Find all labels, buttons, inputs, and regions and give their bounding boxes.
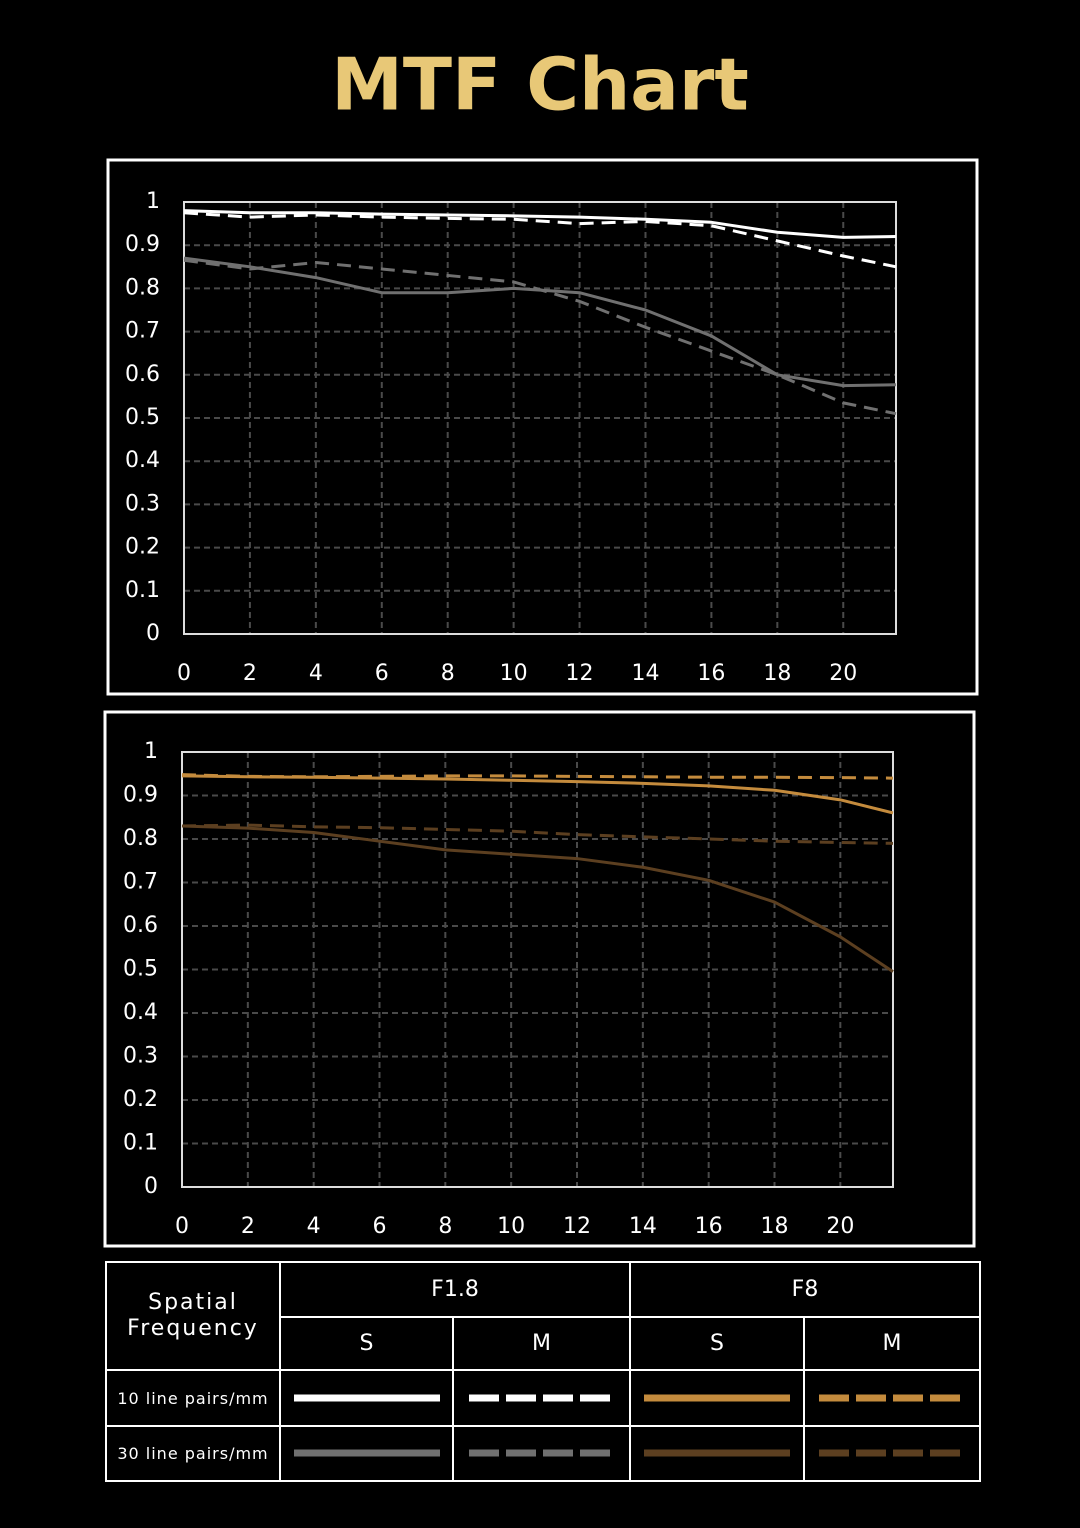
- x-tick-label: 8: [438, 1214, 452, 1239]
- plane-label: S: [279, 1316, 454, 1371]
- legend-cell: [803, 1425, 981, 1482]
- y-tick-label: 0.2: [125, 535, 160, 560]
- legend-swatch: [819, 1449, 965, 1457]
- legend: Spatial Frequency F1.8 F8 S M S M 10 lin…: [105, 1261, 981, 1482]
- legend-swatch: [644, 1449, 790, 1457]
- aperture-label: F1.8: [279, 1261, 631, 1318]
- y-tick-label: 0.7: [123, 870, 158, 895]
- series-line: [183, 256, 897, 388]
- x-tick-label: 8: [441, 661, 455, 686]
- x-tick-label: 18: [761, 1214, 789, 1239]
- y-tick-label: 0.6: [125, 362, 160, 387]
- chart: MTF Chart 00.10.20.30.40.50.60.70.80.910…: [103, 43, 979, 1248]
- legend-cell: [629, 1425, 805, 1482]
- plane-label: S: [629, 1316, 805, 1371]
- x-tick-label: 12: [566, 661, 594, 686]
- legend-cell: [279, 1369, 454, 1427]
- y-tick-label: 0: [144, 1174, 158, 1199]
- legend-row: 30 line pairs/mm: [105, 1425, 981, 1482]
- x-tick-label: 0: [177, 661, 191, 686]
- chart-frame: [106, 158, 979, 696]
- legend-header: Spatial Frequency: [105, 1261, 281, 1371]
- x-tick-label: 18: [763, 661, 791, 686]
- y-tick-label: 0.5: [123, 957, 158, 982]
- y-tick-label: 0.3: [125, 491, 160, 516]
- legend-swatch: [819, 1394, 965, 1401]
- plot-frame: [183, 201, 897, 635]
- legend-swatch: [293, 1394, 440, 1401]
- series-line: [183, 258, 897, 416]
- row-label: 30 line pairs/mm: [105, 1425, 281, 1482]
- legend-cell: [279, 1425, 454, 1482]
- y-tick-label: 1: [146, 189, 160, 214]
- x-tick-label: 4: [309, 661, 323, 686]
- x-tick-label: 16: [697, 661, 725, 686]
- chart-title: MTF Chart: [331, 43, 749, 127]
- series-line: [183, 211, 897, 269]
- y-tick-label: 0.9: [123, 783, 158, 808]
- y-tick-label: 0.4: [125, 448, 160, 473]
- y-tick-label: 0.4: [123, 1000, 158, 1025]
- legend-row: 10 line pairs/mm: [105, 1369, 981, 1427]
- y-tick-label: 0.9: [125, 232, 160, 257]
- x-tick-label: 4: [307, 1214, 321, 1239]
- plane-label: M: [803, 1316, 981, 1371]
- y-tick-label: 0.2: [123, 1087, 158, 1112]
- y-tick-label: 0.5: [125, 405, 160, 430]
- series-line: [181, 773, 894, 780]
- plane-label: M: [452, 1316, 631, 1371]
- y-tick-label: 0.3: [123, 1044, 158, 1069]
- x-tick-label: 12: [563, 1214, 591, 1239]
- legend-cell: [452, 1369, 631, 1427]
- legend-cell: [629, 1369, 805, 1427]
- y-tick-label: 0.8: [123, 826, 158, 851]
- series-line: [181, 774, 894, 815]
- legend-cell: [452, 1425, 631, 1482]
- series-line: [181, 824, 894, 973]
- y-tick-label: 0.7: [125, 319, 160, 344]
- x-tick-label: 10: [500, 661, 528, 686]
- y-tick-label: 0.8: [125, 275, 160, 300]
- legend-swatch: [644, 1394, 790, 1401]
- chart-frame: [103, 710, 976, 1248]
- x-tick-label: 2: [243, 661, 257, 686]
- x-tick-label: 6: [373, 1214, 387, 1239]
- legend-swatch: [468, 1394, 615, 1401]
- y-tick-label: 0.1: [123, 1131, 158, 1156]
- x-tick-label: 14: [629, 1214, 657, 1239]
- y-tick-label: 0: [146, 621, 160, 646]
- x-tick-label: 10: [497, 1214, 525, 1239]
- x-tick-label: 16: [695, 1214, 723, 1239]
- legend-cell: [803, 1369, 981, 1427]
- x-tick-label: 20: [829, 661, 857, 686]
- row-label: 10 line pairs/mm: [105, 1369, 281, 1427]
- x-tick-label: 14: [631, 661, 659, 686]
- y-tick-label: 1: [144, 739, 158, 764]
- series-line: [181, 823, 894, 845]
- plot-frame: [181, 751, 894, 1188]
- legend-swatch: [293, 1449, 440, 1457]
- aperture-label: F8: [629, 1261, 981, 1318]
- x-tick-label: 20: [826, 1214, 854, 1239]
- x-tick-label: 0: [175, 1214, 189, 1239]
- y-tick-label: 0.1: [125, 578, 160, 603]
- x-tick-label: 2: [241, 1214, 255, 1239]
- x-tick-label: 6: [375, 661, 389, 686]
- series-line: [183, 209, 897, 239]
- y-tick-label: 0.6: [123, 913, 158, 938]
- legend-swatch: [468, 1449, 615, 1457]
